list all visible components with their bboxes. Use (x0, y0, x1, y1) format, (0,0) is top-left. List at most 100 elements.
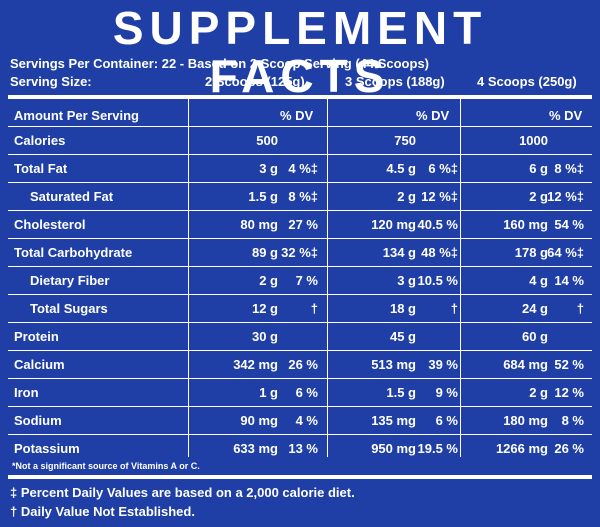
not-significant-note: *Not a significant source of Vitamins A … (12, 461, 200, 471)
footnote-dv-not-established: † Daily Value Not Established. (10, 504, 195, 519)
serving-size-label: Serving Size: (10, 74, 92, 89)
serving-size-4-scoops: 4 Scoops (250g) (477, 74, 577, 89)
nutrient-amount: 178 g (514, 245, 548, 260)
nutrient-amount: 1 g (259, 385, 278, 400)
row-divider (8, 294, 592, 295)
nutrient-amount: 12 g (251, 301, 278, 316)
nutrient-amount: 1266 mg (495, 441, 548, 456)
nutrient-label: Protein (14, 329, 59, 344)
nutrient-dv: 40.5 % (417, 217, 458, 232)
nutrient-label: Potassium (14, 441, 80, 456)
column-divider-3 (460, 99, 461, 457)
panel-title: SUPPLEMENT FACTS (112, 2, 488, 102)
nutrient-amount: 1.5 g (248, 189, 278, 204)
nutrient-label: Total Sugars (30, 301, 108, 316)
dv-header-2: % DV (416, 108, 450, 123)
nutrient-dv: † (310, 301, 318, 316)
nutrient-amount: 1.5 g (386, 385, 416, 400)
nutrient-amount: 950 mg (371, 441, 416, 456)
nutrient-amount: 633 mg (233, 441, 278, 456)
nutrient-dv: 6 %‡ (428, 161, 458, 176)
nutrient-dv: † (576, 301, 584, 316)
nutrient-dv: 10.5 % (417, 273, 458, 288)
nutrient-amount: 4 g (529, 273, 548, 288)
nutrient-dv: 54 % (554, 217, 584, 232)
nutrient-amount: 342 mg (233, 357, 278, 372)
nutrient-dv: 52 % (554, 357, 584, 372)
nutrient-dv: 8 %‡ (554, 161, 584, 176)
nutrient-amount: 45 g (389, 329, 416, 344)
nutrient-dv: 19.5 % (417, 441, 458, 456)
nutrient-amount: 2 g (529, 189, 548, 204)
row-divider (8, 210, 592, 211)
row-divider (8, 182, 592, 183)
nutrient-label: Calories (14, 133, 66, 148)
nutrient-amount: 500 (256, 133, 278, 148)
nutrient-label: Total Carbohydrate (14, 245, 133, 260)
nutrient-amount: 18 g (389, 301, 416, 316)
nutrient-amount: 2 g (397, 189, 416, 204)
dv-header-1: % DV (280, 108, 314, 123)
nutrient-amount: 180 mg (503, 413, 548, 428)
nutrient-amount: 6 g (529, 161, 548, 176)
nutrient-dv: 14 % (554, 273, 584, 288)
column-divider-2 (327, 99, 328, 457)
nutrient-dv: 13 % (288, 441, 318, 456)
nutrient-amount: 160 mg (503, 217, 548, 232)
top-thick-rule (8, 95, 592, 99)
row-divider (8, 238, 592, 239)
nutrient-amount: 90 mg (240, 413, 278, 428)
nutrient-amount: 684 mg (503, 357, 548, 372)
row-divider (8, 154, 592, 155)
nutrient-amount: 120 mg (371, 217, 416, 232)
nutrient-dv: 4 % (295, 413, 318, 428)
nutrient-dv: 12 % (554, 385, 584, 400)
amount-per-serving-label: Amount Per Serving (14, 108, 139, 123)
header-rule (8, 126, 592, 127)
column-divider-1 (188, 99, 189, 457)
nutrient-amount: 80 mg (240, 217, 278, 232)
nutrient-dv: 4 %‡ (288, 161, 318, 176)
nutrient-amount: 135 mg (371, 413, 416, 428)
row-divider (8, 322, 592, 323)
nutrient-dv: 64 %‡ (547, 245, 584, 260)
nutrient-label: Dietary Fiber (30, 273, 110, 288)
nutrient-amount: 89 g (251, 245, 278, 260)
nutrient-dv: 12 %‡ (547, 189, 584, 204)
nutrient-dv: 6 % (435, 413, 458, 428)
nutrient-amount: 60 g (521, 329, 548, 344)
nutrient-label: Saturated Fat (30, 189, 114, 204)
nutrient-amount: 750 (394, 133, 416, 148)
nutrient-dv: 27 % (288, 217, 318, 232)
nutrient-label: Sodium (14, 413, 62, 428)
nutrient-dv: 26 % (288, 357, 318, 372)
servings-per-container: Servings Per Container: 22 - Based on 2 … (10, 56, 430, 71)
nutrient-dv: 8 % (561, 413, 584, 428)
row-divider (8, 406, 592, 407)
footnote-percent-dv: ‡ Percent Daily Values are based on a 2,… (10, 485, 355, 500)
nutrient-dv: 48 %‡ (421, 245, 458, 260)
nutrient-label: Iron (14, 385, 39, 400)
nutrient-label: Calcium (14, 357, 65, 372)
nutrient-dv: 12 %‡ (421, 189, 458, 204)
serving-size-3-scoops: 3 Scoops (188g) (345, 74, 445, 89)
nutrient-dv: 9 % (435, 385, 458, 400)
nutrient-amount: 134 g (382, 245, 416, 260)
nutrient-dv: 39 % (428, 357, 458, 372)
nutrient-amount: 4.5 g (386, 161, 416, 176)
dv-header-3: % DV (549, 108, 583, 123)
nutrient-label: Total Fat (14, 161, 68, 176)
nutrient-dv: † (450, 301, 458, 316)
nutrient-amount: 3 g (259, 161, 278, 176)
nutrient-amount: 24 g (521, 301, 548, 316)
nutrient-label: Cholesterol (14, 217, 86, 232)
nutrient-amount: 2 g (529, 385, 548, 400)
bottom-thick-rule (8, 475, 592, 479)
row-divider (8, 266, 592, 267)
nutrient-amount: 513 mg (371, 357, 416, 372)
nutrient-amount: 2 g (259, 273, 278, 288)
nutrient-amount: 1000 (519, 133, 548, 148)
row-divider (8, 434, 592, 435)
nutrient-dv: 7 % (295, 273, 318, 288)
